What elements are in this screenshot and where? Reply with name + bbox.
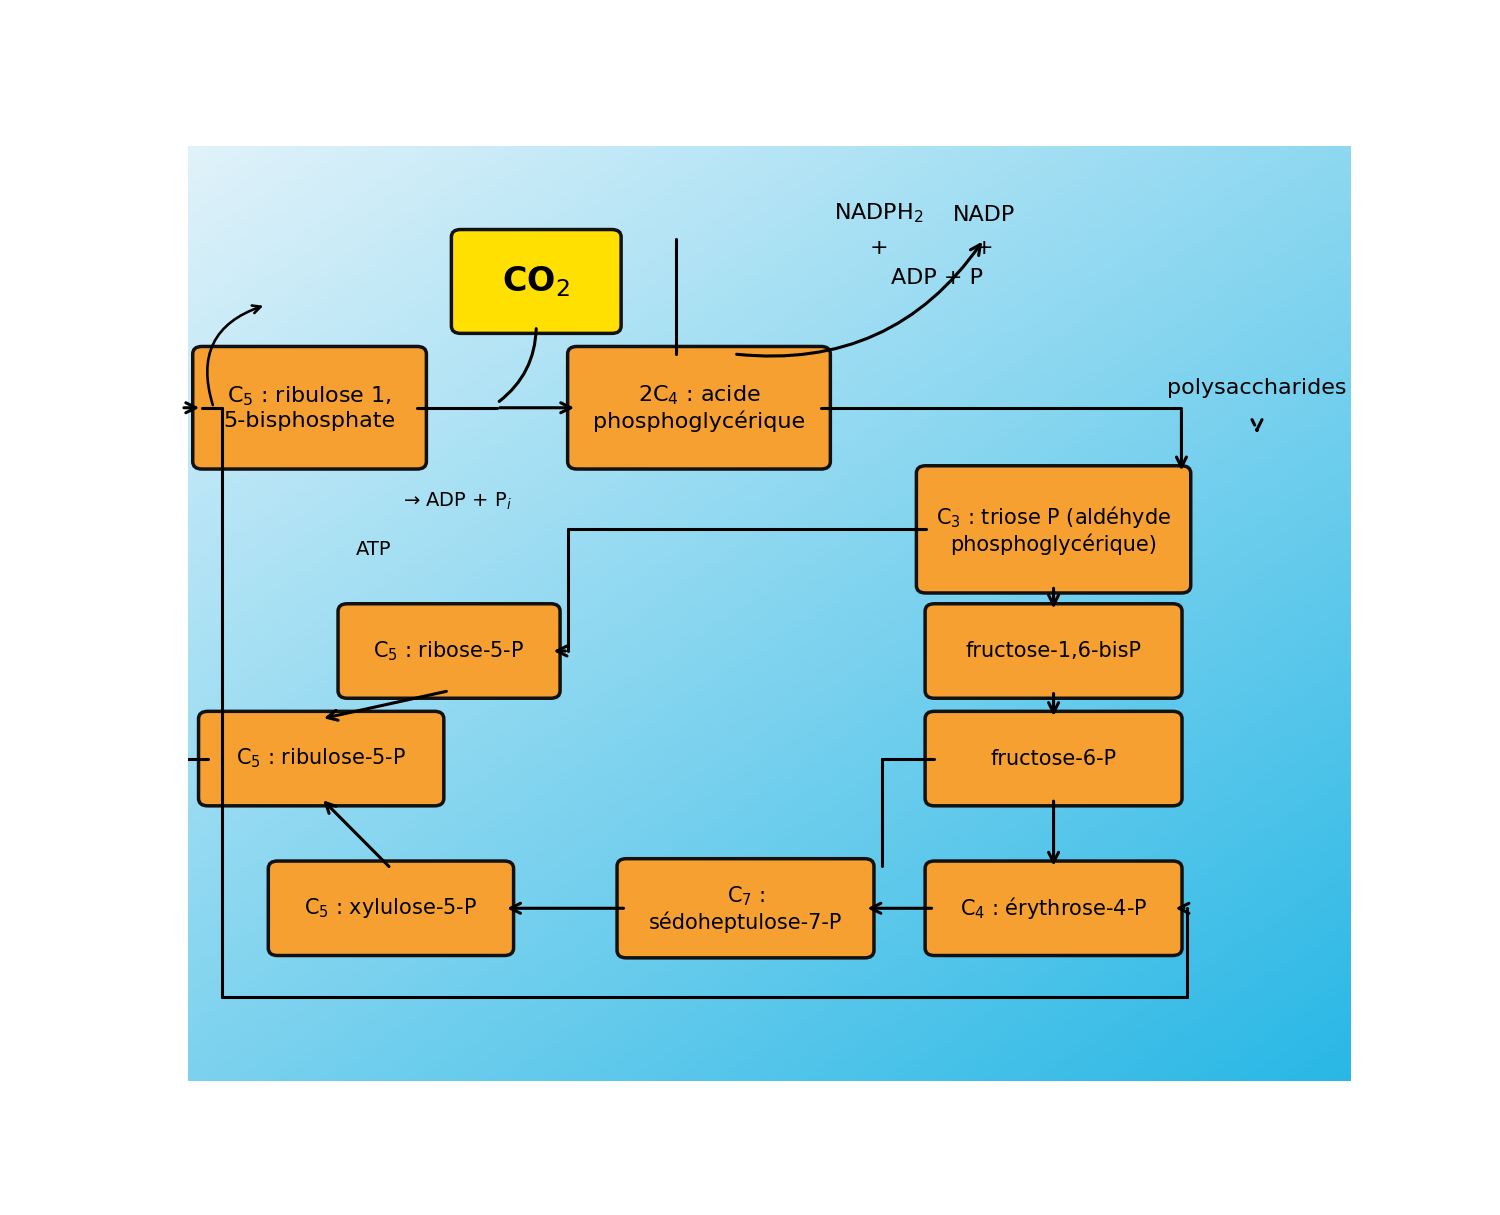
FancyBboxPatch shape <box>452 230 621 333</box>
Text: C$_5$ : ribose-5-P: C$_5$ : ribose-5-P <box>374 639 525 663</box>
FancyBboxPatch shape <box>567 346 831 469</box>
Text: fructose-1,6-bisP: fructose-1,6-bisP <box>966 642 1142 661</box>
Text: ADP + P: ADP + P <box>891 269 984 288</box>
FancyBboxPatch shape <box>616 859 874 957</box>
FancyBboxPatch shape <box>338 604 560 699</box>
FancyBboxPatch shape <box>192 346 426 469</box>
FancyBboxPatch shape <box>926 604 1182 699</box>
FancyBboxPatch shape <box>926 711 1182 806</box>
Text: C$_5$ : xylulose-5-P: C$_5$ : xylulose-5-P <box>304 897 477 920</box>
Text: NADP: NADP <box>952 205 1016 225</box>
Text: C$_7$ :
sédoheptulose-7-P: C$_7$ : sédoheptulose-7-P <box>650 885 842 933</box>
Text: C$_5$ : ribulose 1,
5-bisphosphate: C$_5$ : ribulose 1, 5-bisphosphate <box>224 384 396 431</box>
FancyBboxPatch shape <box>198 711 444 806</box>
FancyBboxPatch shape <box>926 861 1182 955</box>
Text: → ADP + P$_i$: → ADP + P$_i$ <box>402 491 512 512</box>
Text: +: + <box>870 238 888 258</box>
Text: +: + <box>975 238 993 258</box>
Text: C$_5$ : ribulose-5-P: C$_5$ : ribulose-5-P <box>236 747 406 770</box>
Text: polysaccharides: polysaccharides <box>1167 378 1347 399</box>
Text: CO$_2$: CO$_2$ <box>503 264 570 299</box>
Text: fructose-6-P: fructose-6-P <box>990 748 1116 769</box>
FancyBboxPatch shape <box>268 861 513 955</box>
Text: 2C$_4$ : acide
phosphoglycérique: 2C$_4$ : acide phosphoglycérique <box>592 384 806 433</box>
Text: C$_3$ : triose P (aldéhyde
phosphoglycérique): C$_3$ : triose P (aldéhyde phosphoglycér… <box>936 504 1172 555</box>
FancyBboxPatch shape <box>916 465 1191 593</box>
Text: NADPH$_2$: NADPH$_2$ <box>834 202 924 225</box>
Text: ATP: ATP <box>356 541 392 559</box>
Text: C$_4$ : érythrose-4-P: C$_4$ : érythrose-4-P <box>960 895 1148 921</box>
